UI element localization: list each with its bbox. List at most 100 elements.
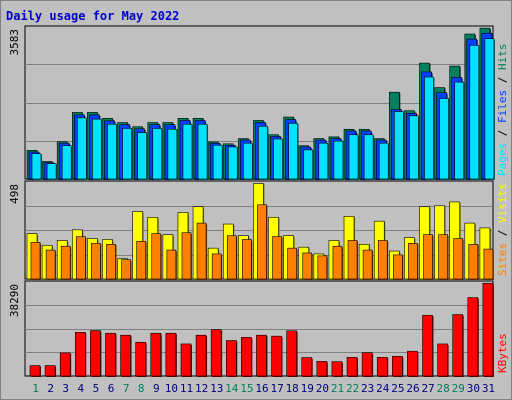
x-tick-label: 1 (32, 382, 39, 395)
x-tick-label: 19 (301, 382, 314, 395)
bar-sites-day-14 (226, 235, 237, 280)
legend-label: Sites / Visits (496, 183, 509, 276)
y-max-label: 3583 (8, 29, 21, 56)
x-tick-label: 5 (93, 382, 100, 395)
bar-sites-day-23 (362, 249, 373, 280)
bar-pages-day-16 (258, 126, 268, 180)
bar-sites-day-12 (196, 222, 207, 280)
bar-kbytes-day-29 (452, 314, 464, 377)
bar-pages-day-20 (318, 142, 329, 180)
bar-kbytes-day-17 (271, 335, 282, 377)
bar-kbytes-day-6 (105, 332, 116, 377)
bar-sites-day-10 (166, 249, 177, 280)
bar-sites-day-18 (287, 247, 297, 280)
x-tick-label: 13 (210, 382, 223, 395)
bar-kbytes-day-13 (210, 329, 222, 377)
bar-kbytes-day-23 (361, 352, 373, 377)
bar-sites-day-4 (75, 236, 86, 280)
bar-sites-day-29 (453, 238, 464, 280)
bar-kbytes-day-19 (301, 357, 313, 377)
panel-kbytes: 38290 KBytes (8, 280, 509, 377)
x-tick-label: 15 (240, 382, 253, 395)
bar-kbytes-day-22 (346, 356, 358, 377)
bar-pages-day-31 (484, 38, 495, 180)
x-tick-label: 27 (421, 382, 434, 395)
legend-sites: Sites (496, 243, 509, 276)
x-tick-label: 7 (123, 382, 130, 395)
bar-kbytes-day-8 (135, 341, 146, 377)
bar-sites-day-11 (181, 232, 192, 280)
bar-pages-day-19 (303, 149, 314, 180)
bar-kbytes-day-14 (225, 340, 237, 377)
bar-kbytes-day-28 (437, 343, 448, 377)
bar-sites-day-16 (257, 204, 267, 280)
bar-sites-day-9 (151, 233, 162, 280)
bar-pages-day-15 (243, 142, 253, 180)
y-max-label: 498 (8, 184, 21, 204)
bar-sites-day-31 (483, 248, 494, 280)
bar-kbytes-day-26 (407, 350, 418, 377)
bar-pages-day-14 (227, 146, 238, 180)
panel-sites-visits: 498 Sites / Visits (8, 180, 509, 280)
bar-pages-day-6 (107, 123, 117, 180)
bar-kbytes-day-2 (44, 365, 56, 377)
bar-sites-day-1 (30, 242, 41, 280)
bar-pages-day-10 (167, 128, 178, 180)
bar-sites-day-6 (106, 244, 116, 280)
bar-pages-day-27 (424, 76, 434, 180)
x-tick-label: 8 (138, 382, 145, 395)
bar-sites-day-22 (347, 240, 358, 280)
bar-pages-day-22 (348, 134, 359, 180)
bar-pages-day-1 (31, 153, 42, 180)
bar-sites-day-17 (272, 236, 282, 280)
legend-separator: / (496, 70, 509, 90)
x-tick-label: 14 (225, 382, 239, 395)
bar-pages-day-21 (333, 140, 344, 180)
x-tick-label: 3 (62, 382, 69, 395)
bar-kbytes-day-1 (29, 365, 41, 377)
x-tick-label: 17 (270, 382, 283, 395)
bar-sites-day-27 (423, 234, 433, 280)
bar-kbytes-day-31 (482, 282, 494, 377)
bar-kbytes-day-18 (286, 330, 297, 377)
bar-kbytes-day-30 (467, 297, 479, 377)
bar-kbytes-day-15 (241, 337, 252, 377)
x-tick-label: 30 (467, 382, 480, 395)
x-tick-label: 21 (331, 382, 344, 395)
x-tick-label: 20 (316, 382, 329, 395)
bar-sites-day-28 (438, 234, 448, 280)
bar-pages-day-28 (439, 98, 449, 180)
bar-sites-day-30 (468, 244, 479, 280)
bar-kbytes-day-3 (59, 352, 71, 377)
x-tick-label: 22 (346, 382, 359, 395)
bar-kbytes-day-21 (331, 361, 343, 377)
x-tick-label: 23 (361, 382, 374, 395)
bar-sites-day-21 (332, 245, 343, 280)
x-tick-label: 24 (376, 382, 390, 395)
x-tick-label: 18 (286, 382, 299, 395)
x-tick-label: 6 (108, 382, 115, 395)
x-tick-label: 31 (482, 382, 495, 395)
bar-sites-day-19 (302, 252, 313, 280)
bar-pages-day-3 (61, 145, 72, 180)
legend-label: KBytes (496, 333, 509, 373)
bar-kbytes-day-4 (74, 331, 86, 377)
panel-pages-files-hits: 3583 Pages / Files / Hits (8, 25, 509, 181)
x-tick-label: 28 (437, 382, 450, 395)
y-max-label: 38290 (8, 284, 21, 317)
bar-pages-day-18 (288, 123, 298, 180)
bar-pages-day-2 (46, 163, 57, 180)
bar-pages-day-4 (76, 117, 87, 180)
bar-sites-day-5 (91, 243, 101, 280)
bar-pages-day-29 (454, 81, 465, 180)
bar-pages-day-23 (363, 134, 374, 180)
bar-kbytes-day-7 (120, 334, 131, 377)
bar-sites-day-8 (136, 241, 146, 280)
bar-sites-day-15 (242, 239, 252, 280)
legend-files: Files (496, 90, 509, 123)
bar-sites-day-26 (408, 243, 418, 280)
bar-kbytes-day-25 (392, 356, 403, 377)
bar-pages-day-8 (137, 132, 147, 180)
bar-pages-day-30 (469, 45, 480, 180)
x-tick-label: 4 (78, 382, 85, 395)
